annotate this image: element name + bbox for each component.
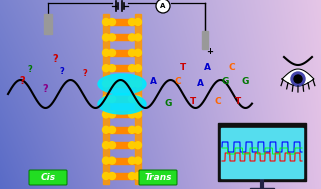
Text: G: G [241, 77, 249, 87]
Circle shape [108, 95, 116, 102]
Circle shape [102, 142, 109, 149]
Circle shape [128, 95, 135, 102]
Text: ?: ? [52, 54, 58, 64]
Circle shape [108, 34, 116, 41]
Bar [221, 128, 303, 178]
Circle shape [108, 111, 116, 118]
Text: G: G [221, 77, 229, 85]
Circle shape [108, 126, 116, 133]
Circle shape [108, 49, 116, 56]
Circle shape [102, 126, 109, 133]
Text: ?: ? [60, 67, 65, 75]
Circle shape [134, 142, 142, 149]
Bar [135, 14, 141, 184]
FancyBboxPatch shape [139, 170, 177, 185]
Circle shape [134, 19, 142, 26]
Bar [104, 81, 140, 87]
Text: C: C [215, 97, 221, 105]
Circle shape [102, 65, 109, 72]
Circle shape [128, 19, 135, 26]
Bar [104, 127, 140, 133]
Circle shape [134, 126, 142, 133]
Circle shape [102, 80, 109, 87]
Circle shape [108, 65, 116, 72]
Circle shape [102, 173, 109, 180]
Text: ?: ? [42, 84, 48, 94]
Circle shape [108, 142, 116, 149]
Circle shape [128, 80, 135, 87]
Bar [104, 142, 140, 148]
Bar [104, 111, 140, 117]
Text: A: A [204, 63, 211, 71]
Text: A: A [150, 77, 157, 87]
Ellipse shape [98, 74, 146, 94]
Text: A: A [160, 3, 166, 9]
Circle shape [134, 49, 142, 56]
Text: A: A [196, 78, 204, 88]
Circle shape [108, 173, 116, 180]
Bar [218, 123, 306, 181]
Circle shape [134, 80, 142, 87]
Circle shape [134, 34, 142, 41]
Circle shape [128, 65, 135, 72]
Text: G: G [164, 98, 172, 108]
Circle shape [102, 34, 109, 41]
Text: ?: ? [82, 70, 87, 78]
Circle shape [128, 157, 135, 164]
Text: T: T [190, 98, 196, 106]
Text: ?: ? [28, 64, 32, 74]
Text: T: T [180, 63, 186, 71]
Circle shape [291, 72, 305, 86]
Bar [104, 34, 140, 40]
Circle shape [128, 142, 135, 149]
Circle shape [156, 0, 170, 13]
Circle shape [128, 173, 135, 180]
Bar [104, 19, 140, 25]
Circle shape [128, 49, 135, 56]
Circle shape [108, 157, 116, 164]
Bar [44, 14, 52, 34]
Polygon shape [282, 69, 314, 86]
Text: C: C [175, 77, 181, 85]
Bar [103, 14, 109, 184]
Circle shape [294, 75, 302, 83]
Bar [104, 65, 140, 71]
Bar [104, 96, 140, 102]
Circle shape [134, 111, 142, 118]
Circle shape [128, 34, 135, 41]
Circle shape [128, 111, 135, 118]
Text: C: C [229, 63, 235, 71]
Circle shape [102, 95, 109, 102]
Ellipse shape [98, 94, 146, 114]
Bar [250, 188, 274, 189]
Circle shape [108, 19, 116, 26]
Circle shape [102, 111, 109, 118]
Bar [104, 173, 140, 179]
Text: +: + [206, 47, 213, 57]
Circle shape [134, 157, 142, 164]
Circle shape [102, 157, 109, 164]
Circle shape [134, 173, 142, 180]
Circle shape [108, 80, 116, 87]
Circle shape [134, 95, 142, 102]
Text: Cis: Cis [40, 173, 56, 182]
Bar [104, 50, 140, 56]
Circle shape [102, 49, 109, 56]
Circle shape [102, 19, 109, 26]
Text: ?: ? [19, 76, 25, 86]
FancyBboxPatch shape [29, 170, 67, 185]
Circle shape [134, 65, 142, 72]
Bar [104, 158, 140, 164]
Text: T: T [235, 97, 241, 105]
Circle shape [128, 126, 135, 133]
Text: Trans: Trans [144, 173, 172, 182]
Bar [202, 31, 208, 49]
